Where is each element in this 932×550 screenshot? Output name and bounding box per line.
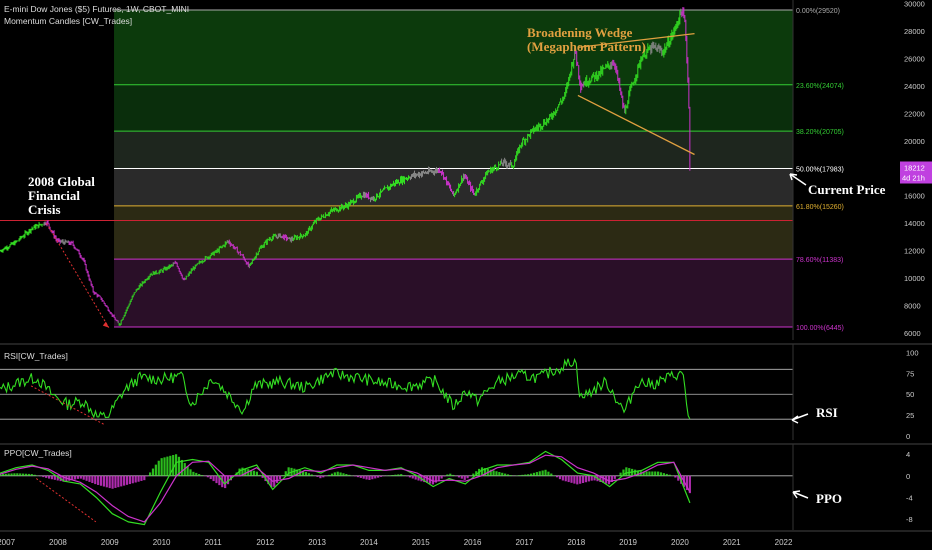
fib-level-label: 100.00%(6445)	[796, 325, 844, 332]
fib-level-label: 78.60%(11383)	[796, 257, 843, 264]
time-axis-tick: 2013	[308, 538, 326, 547]
wedge-line	[577, 94, 695, 156]
wedge-line-1: Broadening Wedge	[527, 25, 633, 40]
price-axis-tick: 20000	[904, 137, 925, 146]
price-axis-tick: 14000	[904, 219, 925, 228]
time-axis-tick: 2016	[464, 538, 482, 547]
fib-band	[114, 84, 794, 132]
wedge-line	[577, 32, 695, 48]
time-axis-tick: 2012	[256, 538, 274, 547]
fib-level-label: 23.60%(24074)	[796, 83, 844, 90]
wedge-annotation: Broadening Wedge (Megaphone Pattern)	[527, 26, 646, 54]
price-axis-tick: 10000	[904, 274, 925, 283]
time-axis-tick: 2010	[153, 538, 171, 547]
rsi-axis-tick: 50	[906, 390, 914, 399]
price-tag	[900, 161, 932, 184]
gfc-arrow-head	[102, 321, 109, 328]
ppo-axis-tick: -8	[906, 515, 913, 524]
price-axis-tick: 8000	[904, 302, 921, 311]
fib-band	[114, 9, 794, 85]
fib-band	[114, 131, 794, 169]
gfc-annotation: 2008 Global Financial Crisis	[28, 175, 95, 217]
price-axis-tick: 28000	[904, 27, 925, 36]
gfc-line-2: Financial	[28, 188, 81, 203]
ppo-divergence-arrow	[35, 478, 97, 523]
ppo-axis-tick: 4	[906, 450, 910, 459]
study-title: Momentum Candles [CW_Trades]	[4, 16, 133, 26]
rsi-axis-tick: 25	[906, 411, 914, 420]
price-axis-tick: 16000	[904, 192, 925, 201]
ppo-pane-title: PPO[CW_Trades]	[4, 448, 72, 458]
rsi-annotation: RSI	[816, 405, 838, 420]
price-axis-tick: 6000	[904, 329, 921, 338]
wedge-line-2: (Megaphone Pattern)	[527, 39, 646, 54]
time-axis-tick: 2015	[412, 538, 430, 547]
rsi-pane-title: RSI[CW_Trades]	[4, 351, 68, 361]
fib-band	[114, 259, 794, 328]
fib-level-label: 50.00%(17983)	[796, 166, 844, 173]
time-axis-tick: 2017	[516, 538, 534, 547]
rsi-pointer-arrow	[791, 413, 809, 424]
time-axis-tick: 2019	[619, 538, 637, 547]
price-tag-countdown: 4d 21h	[902, 174, 925, 183]
rsi-axis-tick: 100	[906, 349, 919, 358]
ppo-line	[0, 450, 691, 526]
ppo-signal-line	[0, 454, 691, 523]
price-axis-tick: 22000	[904, 109, 925, 118]
current-price-annotation: Current Price	[808, 182, 886, 197]
gfc-line-1: 2008 Global	[28, 174, 95, 189]
time-axis-tick: 2022	[775, 538, 793, 547]
symbol-title: E-mini Dow Jones ($5) Futures, 1W, CBOT_…	[4, 4, 190, 14]
time-axis-tick: 2011	[205, 538, 223, 547]
fib-band	[114, 168, 794, 206]
rsi-axis-tick: 75	[906, 369, 914, 378]
ppo-annotation: PPO	[816, 491, 842, 506]
fib-band	[114, 205, 794, 260]
gfc-arrow	[46, 222, 110, 328]
fib-level-label: 0.00%(29520)	[796, 8, 840, 15]
ppo-axis-tick: -4	[906, 493, 913, 502]
rsi-divergence-arrow	[30, 385, 104, 425]
ppo-pointer-arrow	[792, 490, 809, 499]
fib-level-label: 38.20%(20705)	[796, 129, 844, 136]
time-axis-tick: 2008	[49, 538, 67, 547]
time-axis-tick: 2021	[723, 538, 741, 547]
gfc-line-3: Crisis	[28, 202, 61, 217]
time-axis-tick: 2007	[0, 538, 16, 547]
price-axis-tick: 26000	[904, 54, 925, 63]
time-axis-tick: 2009	[101, 538, 119, 547]
price-axis-tick: 30000	[904, 0, 925, 8]
time-axis-tick: 2018	[567, 538, 585, 547]
rsi-axis-tick: 0	[906, 432, 910, 441]
time-axis-tick: 2020	[671, 538, 689, 547]
rsi-series-line	[0, 357, 691, 420]
current-price-arrow	[789, 173, 807, 186]
time-axis-tick: 2014	[360, 538, 378, 547]
fib-level-label: 61.80%(15260)	[796, 204, 844, 211]
price-axis-tick: 12000	[904, 247, 925, 256]
ppo-axis-tick: 0	[906, 472, 910, 481]
price-axis-tick: 24000	[904, 82, 925, 91]
price-tag-value: 18212	[904, 164, 925, 173]
